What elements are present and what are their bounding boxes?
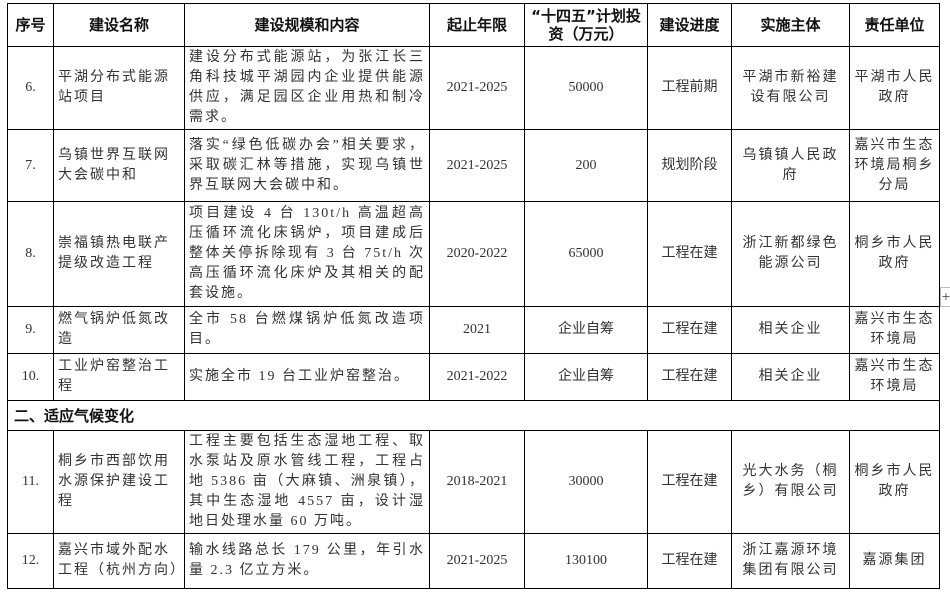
project-name-cell: 平湖分布式能源站项目	[53, 46, 185, 130]
project-content-cell: 输水线路总长 179 公里，年引水量 2.3 亿立方米。	[184, 533, 430, 589]
responsible-unit-cell: 嘉源集团	[849, 533, 940, 589]
project-content-cell: 实施全市 19 台工业炉窑整治。	[184, 353, 430, 401]
project-content-cell: 项目建设 4 台 130t/h 高温超高压循环流化床锅炉，项目建成后整体关停拆除…	[184, 201, 430, 307]
investment-cell: 30000	[524, 430, 648, 534]
header-investment: “十四五”计划投资（万元）	[524, 3, 648, 47]
header-no: 序号	[7, 3, 54, 47]
implementer-cell: 浙江新都绿色能源公司	[731, 201, 850, 307]
progress-cell: 工程在建	[647, 430, 732, 534]
implementer-cell: 平湖市新裕建设有限公司	[731, 46, 850, 130]
project-name-cell: 桐乡市西部饮用水源保护建设工程	[53, 430, 185, 534]
section-title: 二、适应气候变化	[7, 400, 940, 431]
row-number-cell: 6.	[7, 46, 54, 130]
project-content-cell: 落实“绿色低碳办会”相关要求，采取碳汇林等措施，实现乌镇世界互联网大会碳中和。	[184, 129, 430, 202]
row-number-cell: 11.	[7, 430, 54, 534]
project-content-cell: 建设分布式能源站，为张江长三角科技城平湖园内企业提供能源供应，满足园区企业用热和…	[184, 46, 430, 130]
project-content-cell: 工程主要包括生态湿地工程、取水泵站及原水管线工程，工程占地 5386 亩（大麻镇…	[184, 430, 430, 534]
years-cell: 2021	[429, 306, 525, 354]
project-table: 序号 建设名称 建设规模和内容 起止年限 “十四五”计划投资（万元） 建设进度 …	[7, 3, 940, 589]
project-name-cell: 乌镇世界互联网大会碳中和	[53, 129, 185, 202]
row-number-cell: 12.	[7, 533, 54, 589]
responsible-unit-cell: 桐乡市人民政府	[849, 430, 940, 534]
table-row: 7. 乌镇世界互联网大会碳中和 落实“绿色低碳办会”相关要求，采取碳汇林等措施，实现…	[7, 129, 940, 202]
progress-cell: 工程在建	[647, 306, 732, 354]
header-progress: 建设进度	[647, 3, 732, 47]
project-name-cell: 工业炉窑整治工程	[53, 353, 185, 401]
header-responsible: 责任单位	[849, 3, 940, 47]
header-row: 序号 建设名称 建设规模和内容 起止年限 “十四五”计划投资（万元） 建设进度 …	[7, 3, 940, 47]
header-years: 起止年限	[429, 3, 525, 47]
progress-cell: 工程在建	[647, 201, 732, 307]
progress-cell: 工程在建	[647, 533, 732, 589]
investment-cell: 企业自筹	[524, 353, 648, 401]
progress-cell: 规划阶段	[647, 129, 732, 202]
implementer-cell: 光大水务（桐乡）有限公司	[731, 430, 850, 534]
responsible-unit-cell: 嘉兴市生态环境局	[849, 353, 940, 401]
table-row: 8. 崇福镇热电联产提级改造工程 项目建设 4 台 130t/h 高温超高压循环流化…	[7, 201, 940, 307]
row-number-cell: 7.	[7, 129, 54, 202]
implementer-cell: 相关企业	[731, 353, 850, 401]
years-cell: 2018-2021	[429, 430, 525, 534]
project-name-cell: 嘉兴市域外配水工程（杭州方向）	[53, 533, 185, 589]
responsible-unit-cell: 嘉兴市生态环境局桐乡分局	[849, 129, 940, 202]
section-row: 二、适应气候变化	[7, 400, 940, 431]
years-cell: 2021-2025	[429, 129, 525, 202]
years-cell: 2020-2022	[429, 201, 525, 307]
investment-cell: 130100	[524, 533, 648, 589]
responsible-unit-cell: 嘉兴市生态环境局	[849, 306, 940, 354]
row-number-cell: 10.	[7, 353, 54, 401]
investment-cell: 200	[524, 129, 648, 202]
progress-cell: 工程在建	[647, 353, 732, 401]
project-content-cell: 全市 58 台燃煤锅炉低氮改造项目。	[184, 306, 430, 354]
project-name-cell: 崇福镇热电联产提级改造工程	[53, 201, 185, 307]
years-cell: 2021-2025	[429, 533, 525, 589]
project-name-cell: 燃气锅炉低氮改造	[53, 306, 185, 354]
table-row: 12. 嘉兴市域外配水工程（杭州方向） 输水线路总长 179 公里，年引水量 2.3…	[7, 533, 940, 589]
row-number-cell: 8.	[7, 201, 54, 307]
implementer-cell: 相关企业	[731, 306, 850, 354]
responsible-unit-cell: 平湖市人民政府	[849, 46, 940, 130]
table-row: 6. 平湖分布式能源站项目 建设分布式能源站，为张江长三角科技城平湖园内企业提供能源…	[7, 46, 940, 130]
header-content: 建设规模和内容	[184, 3, 430, 47]
header-implementer: 实施主体	[731, 3, 850, 47]
implementer-cell: 乌镇镇人民政府	[731, 129, 850, 202]
investment-cell: 企业自筹	[524, 306, 648, 354]
row-number-cell: 9.	[7, 306, 54, 354]
years-cell: 2021-2022	[429, 353, 525, 401]
responsible-unit-cell: 桐乡市人民政府	[849, 201, 940, 307]
investment-cell: 65000	[524, 201, 648, 307]
years-cell: 2021-2025	[429, 46, 525, 130]
implementer-cell: 浙江嘉源环境集团有限公司	[731, 533, 850, 589]
table-row: 10. 工业炉窑整治工程 实施全市 19 台工业炉窑整治。 2021-2022 企业自筹…	[7, 353, 940, 401]
investment-cell: 50000	[524, 46, 648, 130]
progress-cell: 工程前期	[647, 46, 732, 130]
header-name: 建设名称	[53, 3, 185, 47]
table-expand-handle[interactable]: +	[940, 287, 950, 307]
table-row: 11. 桐乡市西部饮用水源保护建设工程 工程主要包括生态湿地工程、取水泵站及原水管线…	[7, 430, 940, 534]
table-row: 9. 燃气锅炉低氮改造 全市 58 台燃煤锅炉低氮改造项目。 2021 企业自筹 工程在建…	[7, 306, 940, 354]
